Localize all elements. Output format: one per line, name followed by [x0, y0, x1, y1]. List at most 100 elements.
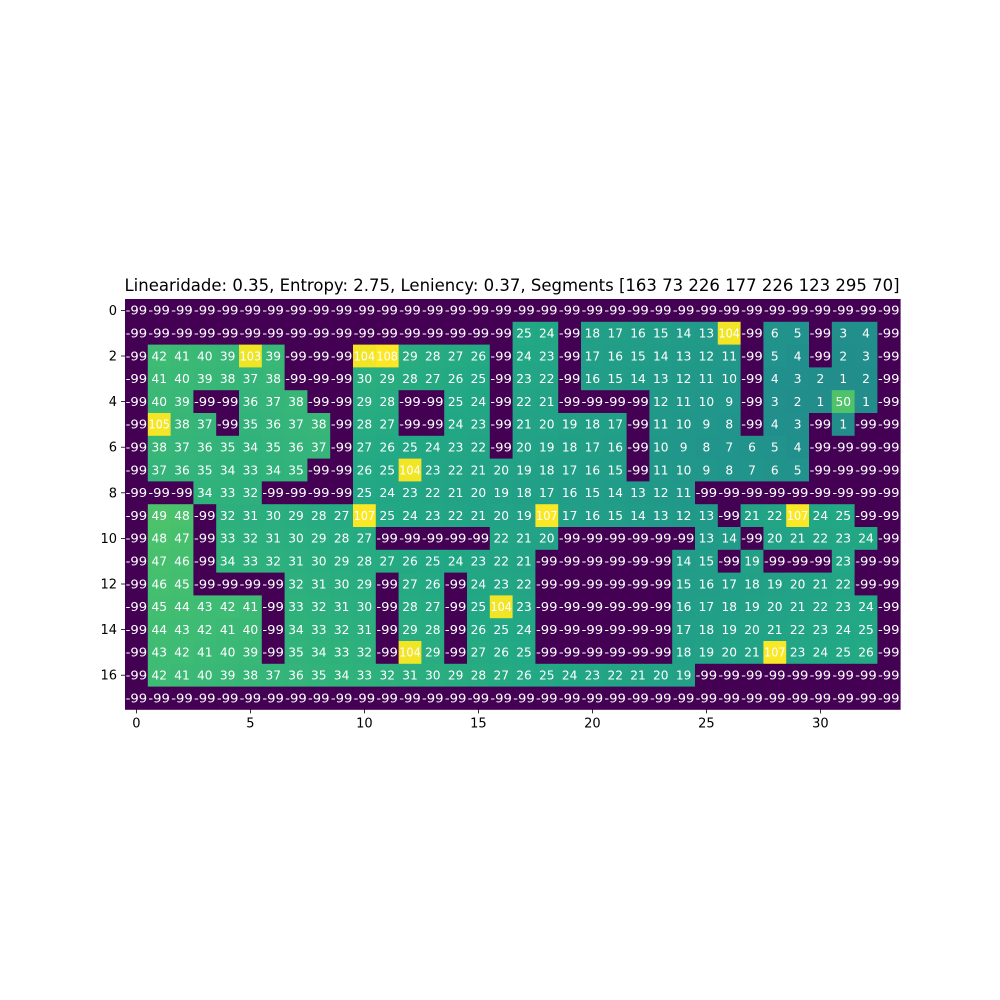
cell-value-label: -99 [604, 555, 626, 569]
cell-value-label: 11 [699, 372, 715, 386]
cell-value-label: 20 [539, 532, 555, 546]
cell-value-label: 19 [744, 555, 760, 569]
cell-value-label: -99 [559, 349, 581, 363]
heatmap-cell [444, 595, 468, 619]
heatmap-cell [695, 481, 719, 505]
heatmap-cell [284, 663, 308, 687]
cell-value-label: 24 [379, 486, 395, 500]
heatmap-cell [717, 435, 741, 459]
cell-value-label: 42 [220, 600, 236, 614]
heatmap-cell [877, 572, 901, 596]
heatmap-cell [375, 390, 399, 414]
cell-value-label: 33 [243, 555, 259, 569]
cell-value-label: -99 [126, 327, 148, 341]
cell-value-label: 33 [243, 463, 259, 477]
heatmap-cell [125, 572, 149, 596]
cell-value-label: -99 [718, 555, 740, 569]
heatmap-cell [512, 321, 536, 345]
cell-value-label: 45 [151, 600, 167, 614]
cell-value-label: 18 [699, 623, 715, 637]
cell-value-label: -99 [422, 691, 444, 705]
heatmap-cell [535, 299, 559, 323]
cell-value-label: 40 [243, 623, 259, 637]
heatmap-cell [444, 572, 468, 596]
heatmap-cell [375, 641, 399, 665]
heatmap-cell [558, 572, 582, 596]
cell-value-label: 21 [744, 646, 760, 660]
heatmap-cell [535, 367, 559, 391]
cell-value-label: -99 [171, 327, 193, 341]
heatmap-cell [809, 413, 833, 437]
cell-value-label: 46 [151, 577, 167, 591]
heatmap-cell [375, 549, 399, 573]
cell-value-label: -99 [650, 555, 672, 569]
heatmap-cell [603, 618, 627, 642]
cell-value-label: -99 [240, 691, 262, 705]
cell-value-label: 20 [493, 509, 509, 523]
cell-value-label: 11 [676, 395, 692, 409]
cell-value-label: 22 [493, 532, 509, 546]
cell-value-label: 39 [265, 349, 281, 363]
heatmap-cell [740, 504, 764, 528]
heatmap-cell [398, 504, 422, 528]
heatmap-cell [170, 458, 194, 482]
cell-value-label: 25 [835, 509, 851, 523]
cell-value-label: -99 [331, 418, 353, 432]
heatmap-cell [649, 572, 673, 596]
heatmap-cell [512, 344, 536, 368]
cell-value-label: 37 [265, 395, 281, 409]
heatmap-cell [330, 527, 354, 551]
cell-value-label: 28 [311, 509, 327, 523]
heatmap-cell [649, 618, 673, 642]
cell-value-label: 104 [718, 327, 740, 341]
heatmap-cell [535, 413, 559, 437]
cell-value-label: 20 [744, 623, 760, 637]
cell-value-label: 39 [220, 669, 236, 683]
heatmap-cell [239, 367, 263, 391]
cell-value-label: 49 [151, 509, 167, 523]
cell-value-label: -99 [536, 577, 558, 591]
heatmap-cell [809, 527, 833, 551]
heatmap-cell [626, 321, 650, 345]
heatmap-cell [626, 504, 650, 528]
heatmap-cell [626, 572, 650, 596]
heatmap-cell [489, 686, 513, 710]
heatmap-cell [672, 435, 696, 459]
cell-value-label: 12 [676, 509, 692, 523]
heatmap-cell [467, 663, 491, 687]
cell-value-label: 13 [699, 327, 715, 341]
heatmap-cell [649, 321, 673, 345]
heatmap-cell [489, 595, 513, 619]
heatmap-cell [809, 686, 833, 710]
cell-value-label: -99 [810, 555, 832, 569]
heatmap-cell [740, 618, 764, 642]
heatmap-cell [353, 572, 377, 596]
heatmap-cell [877, 458, 901, 482]
cell-value-label: -99 [787, 669, 809, 683]
cell-value-label: 22 [448, 509, 464, 523]
heatmap-cell [216, 481, 240, 505]
heatmap-cell [353, 527, 377, 551]
heatmap-cell [353, 435, 377, 459]
cell-value-label: 14 [676, 327, 692, 341]
cell-value-label: -99 [217, 418, 239, 432]
cell-value-label: -99 [285, 486, 307, 500]
cell-value-label: -99 [696, 691, 718, 705]
heatmap-cell [284, 435, 308, 459]
cell-value-label: -99 [126, 669, 148, 683]
heatmap-cell [444, 641, 468, 665]
cell-value-label: 43 [197, 600, 213, 614]
heatmap-cell [649, 527, 673, 551]
heatmap-cell [535, 595, 559, 619]
heatmap-cell [831, 390, 855, 414]
cell-value-label: 5 [771, 441, 779, 455]
heatmap-cell [375, 504, 399, 528]
cell-value-label: -99 [194, 691, 216, 705]
cell-value-label: 41 [151, 372, 167, 386]
cell-value-label: 48 [174, 509, 190, 523]
cell-value-label: -99 [673, 532, 695, 546]
cell-value-label: -99 [126, 555, 148, 569]
cell-value-label: 3 [862, 349, 870, 363]
heatmap-cell [809, 458, 833, 482]
cell-value-label: -99 [285, 304, 307, 318]
